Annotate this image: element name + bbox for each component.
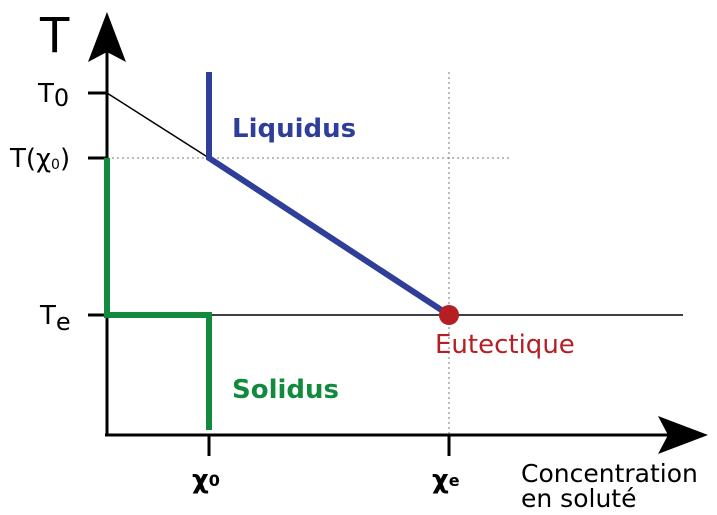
x-title: Concentration: [521, 459, 698, 488]
x-label: χe: [432, 465, 460, 495]
y-arrow: [88, 12, 126, 62]
label-base: T(χ: [9, 144, 51, 174]
x-title: en soluté: [521, 484, 636, 513]
y-label: Te: [39, 301, 71, 336]
liquidus-label: Liquidus: [232, 114, 356, 144]
label-sub: e: [449, 471, 460, 490]
label-base: T: [39, 301, 56, 331]
label-sub: 0: [209, 471, 220, 490]
liquidus-curve: [206, 72, 451, 318]
extrapolated-line: [106, 92, 210, 159]
label-base: χ: [432, 465, 449, 495]
solidus-label: Solidus: [232, 375, 339, 405]
label-base: χ: [192, 465, 209, 495]
x-label: χ0: [192, 465, 220, 495]
y-title: T: [39, 8, 70, 64]
y-label: T0: [37, 79, 69, 112]
eutectic-point: [439, 305, 459, 325]
label-after: ): [60, 144, 70, 174]
label-base: T: [37, 79, 54, 109]
label-sub: 0: [51, 157, 60, 173]
y-label: T(χ0): [9, 144, 70, 174]
x-arrow: [658, 416, 708, 454]
label-sub: e: [56, 308, 71, 336]
solidus-curve: [104, 158, 212, 430]
label-sub: 0: [54, 84, 69, 112]
eutectic-label: Eutectique: [435, 330, 575, 360]
